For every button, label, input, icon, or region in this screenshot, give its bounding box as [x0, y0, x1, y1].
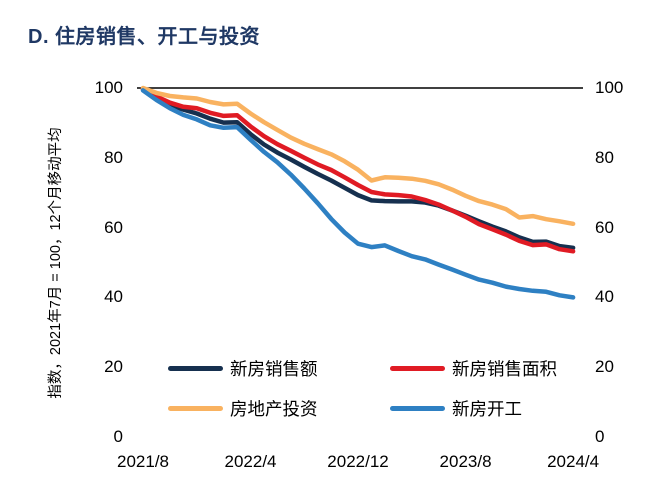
- series-line-新房销售额: [140, 86, 576, 251]
- x-tick-2021/8: 2021/8: [117, 452, 169, 471]
- chart-legend: 新房销售额 新房销售面积房地产投资 新房开工: [168, 356, 620, 420]
- series-line-新房开工: [140, 88, 576, 300]
- legend-label: 房地产投资: [230, 398, 318, 419]
- x-tick-2024/4: 2024/4: [547, 452, 600, 471]
- series-line-新房销售面积: [140, 86, 576, 254]
- y-tick-right-20: 20: [595, 357, 614, 377]
- y-tick-left-20: 20: [104, 357, 123, 377]
- legend-item: 新房销售面积: [390, 356, 620, 380]
- legend-item: 新房销售额: [168, 356, 390, 380]
- legend-label: 新房开工: [452, 398, 522, 419]
- legend-line-swatch-icon: [390, 405, 445, 411]
- x-tick-2023/8: 2023/8: [439, 452, 492, 471]
- legend-label: 新房销售额: [230, 358, 318, 379]
- legend-line-swatch-icon: [390, 365, 445, 371]
- y-tick-left-80: 80: [104, 147, 123, 167]
- y-tick-left-60: 60: [104, 217, 123, 237]
- legend-label: 新房销售面积: [452, 358, 557, 379]
- y-tick-right-60: 60: [595, 217, 614, 237]
- legend-item: 新房开工: [390, 396, 620, 420]
- y-tick-right-100: 100: [595, 78, 624, 97]
- x-tick-2022/12: 2022/12: [327, 452, 389, 471]
- legend-line-swatch-icon: [168, 365, 223, 371]
- chart-title: D. 住房销售、开工与投资: [28, 26, 261, 48]
- series-line-房地产投资: [140, 85, 576, 227]
- y-tick-left-100: 100: [94, 78, 123, 97]
- y-tick-right-40: 40: [595, 287, 614, 307]
- legend-item: 房地产投资: [168, 396, 390, 420]
- y-tick-left-40: 40: [104, 287, 123, 307]
- y-tick-left-0: 0: [113, 427, 123, 446]
- y-tick-right-0: 0: [595, 427, 605, 446]
- x-tick-2022/4: 2022/4: [224, 452, 277, 471]
- y-tick-right-80: 80: [595, 147, 614, 167]
- legend-line-swatch-icon: [168, 405, 223, 411]
